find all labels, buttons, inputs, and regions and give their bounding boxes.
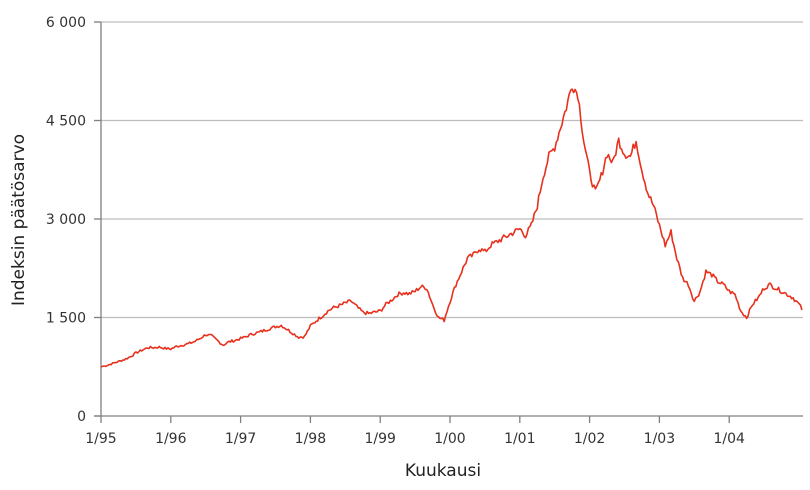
x-tick-label: 1/98 xyxy=(295,431,326,447)
x-tick-label: 1/99 xyxy=(364,431,395,447)
y-tick-label: 1 500 xyxy=(46,311,86,327)
y-tick-label: 3 000 xyxy=(46,212,86,228)
x-tick-label: 1/03 xyxy=(644,431,675,447)
x-tick-label: 1/97 xyxy=(225,431,256,447)
gridlines xyxy=(101,21,803,319)
y-tick-label: 6 000 xyxy=(46,15,86,31)
x-tick-labels: 1/95 1/96 1/97 1/98 1/99 1/00 1/01 1/02 1/03 1/04 xyxy=(85,416,745,447)
x-tick-label: 1/00 xyxy=(434,431,465,447)
x-tick-label: 1/01 xyxy=(504,431,535,447)
index-line-series xyxy=(100,88,803,368)
x-tick-label: 1/02 xyxy=(574,431,605,447)
x-tick-label: 1/95 xyxy=(85,431,116,447)
y-tick-label: 4 500 xyxy=(46,114,86,130)
y-tick-labels: 0 1 500 3 000 4 500 6 000 xyxy=(46,15,101,425)
x-tick-label: 1/96 xyxy=(155,431,187,447)
x-axis-title: Kuukausi xyxy=(405,461,481,481)
x-tick-label: 1/04 xyxy=(713,431,745,447)
y-tick-label: 0 xyxy=(77,409,86,425)
y-axis-title: Indeksin päätösarvo xyxy=(9,134,29,306)
